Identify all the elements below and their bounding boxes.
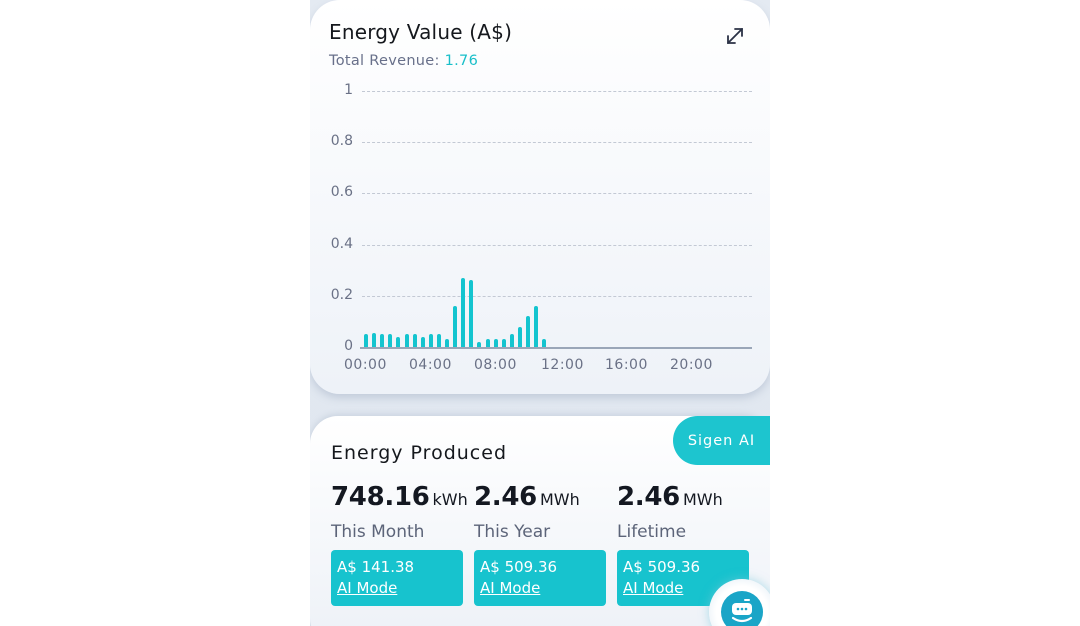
y-tick: 1 xyxy=(344,82,353,98)
robot-assistant-icon xyxy=(721,591,763,626)
y-tick: 0.8 xyxy=(330,133,353,149)
sigen-ai-button[interactable]: Sigen AI xyxy=(673,416,770,465)
chart-bar xyxy=(412,334,417,347)
revenue-box[interactable]: A$ 509.36 AI Mode xyxy=(617,550,749,606)
stat-unit: MWh xyxy=(682,490,723,509)
grid-line xyxy=(362,91,752,92)
chart-bar xyxy=(517,326,522,347)
energy-value-card: Energy Value (A$) Total Revenue: 1.76 1 … xyxy=(310,0,770,394)
grid-line xyxy=(362,142,752,143)
stat-unit: MWh xyxy=(539,490,580,509)
revenue-box[interactable]: A$ 509.36 AI Mode xyxy=(474,550,606,606)
phone-screen: Energy Value (A$) Total Revenue: 1.76 1 … xyxy=(310,0,770,626)
stat-this-year: 2.46 MWh This Year A$ 509.36 AI Mode xyxy=(474,482,606,606)
chart-bar xyxy=(469,280,474,347)
chart-bar xyxy=(477,341,482,347)
stat-unit: kWh xyxy=(432,490,468,509)
x-tick: 20:00 xyxy=(670,357,713,373)
chart-bar xyxy=(380,334,385,347)
stat-value: 748.16 xyxy=(331,482,430,512)
x-axis xyxy=(360,347,752,349)
grid-line xyxy=(362,245,752,246)
ai-mode-link[interactable]: AI Mode xyxy=(623,579,684,597)
chart-bar xyxy=(534,306,539,347)
chart-bar xyxy=(372,332,377,347)
stat-label: This Month xyxy=(331,522,425,542)
stat-label: This Year xyxy=(474,522,551,542)
y-tick: 0.4 xyxy=(330,236,353,252)
ai-mode-link[interactable]: AI Mode xyxy=(480,579,541,597)
revenue-amount: A$ 509.36 xyxy=(480,558,558,576)
chart-bar xyxy=(445,339,449,347)
grid-line xyxy=(362,193,752,194)
revenue-amount: A$ 141.38 xyxy=(337,558,415,576)
y-tick: 0 xyxy=(344,338,353,354)
chart-bar xyxy=(428,334,433,347)
card-title: Energy Produced xyxy=(331,442,507,464)
x-tick: 04:00 xyxy=(409,357,452,373)
assistant-button[interactable] xyxy=(709,579,770,626)
stat-label: Lifetime xyxy=(617,522,687,542)
x-tick: 00:00 xyxy=(344,357,387,373)
revenue-amount: A$ 509.36 xyxy=(623,558,701,576)
total-revenue-value: 1.76 xyxy=(444,53,479,69)
chart-bar xyxy=(404,334,409,347)
x-tick: 12:00 xyxy=(541,357,584,373)
grid-line xyxy=(362,296,752,297)
card-title: Energy Value (A$) xyxy=(329,20,513,44)
chart-bar xyxy=(485,339,490,347)
chart-bar xyxy=(436,334,441,347)
stat-value: 2.46 xyxy=(474,482,537,512)
chart-bar xyxy=(388,334,393,347)
y-tick: 0.2 xyxy=(330,287,353,303)
chart-bar xyxy=(493,339,498,347)
chart-bar xyxy=(453,306,458,347)
stat-value: 2.46 xyxy=(617,482,680,512)
total-revenue-label: Total Revenue: xyxy=(329,53,445,69)
chart-bar xyxy=(501,339,506,347)
chart-bar xyxy=(542,339,547,347)
chart-bar xyxy=(526,316,530,347)
chart-bar xyxy=(364,334,368,347)
chart-bar xyxy=(396,336,401,347)
energy-produced-card: Sigen AI Energy Produced 748.16 kWh This … xyxy=(310,416,770,626)
chart-bar xyxy=(420,336,425,347)
ai-mode-link[interactable]: AI Mode xyxy=(337,579,398,597)
y-tick: 0.6 xyxy=(330,184,353,200)
chart-bar xyxy=(461,277,466,347)
stat-lifetime: 2.46 MWh Lifetime A$ 509.36 AI Mode xyxy=(617,482,749,606)
revenue-box[interactable]: A$ 141.38 AI Mode xyxy=(331,550,463,606)
expand-icon[interactable] xyxy=(724,25,746,47)
x-tick: 16:00 xyxy=(605,357,648,373)
chart-bar xyxy=(509,334,514,347)
total-revenue: Total Revenue: 1.76 xyxy=(329,53,478,69)
x-tick: 08:00 xyxy=(474,357,517,373)
stat-this-month: 748.16 kWh This Month A$ 141.38 AI Mode xyxy=(331,482,468,606)
